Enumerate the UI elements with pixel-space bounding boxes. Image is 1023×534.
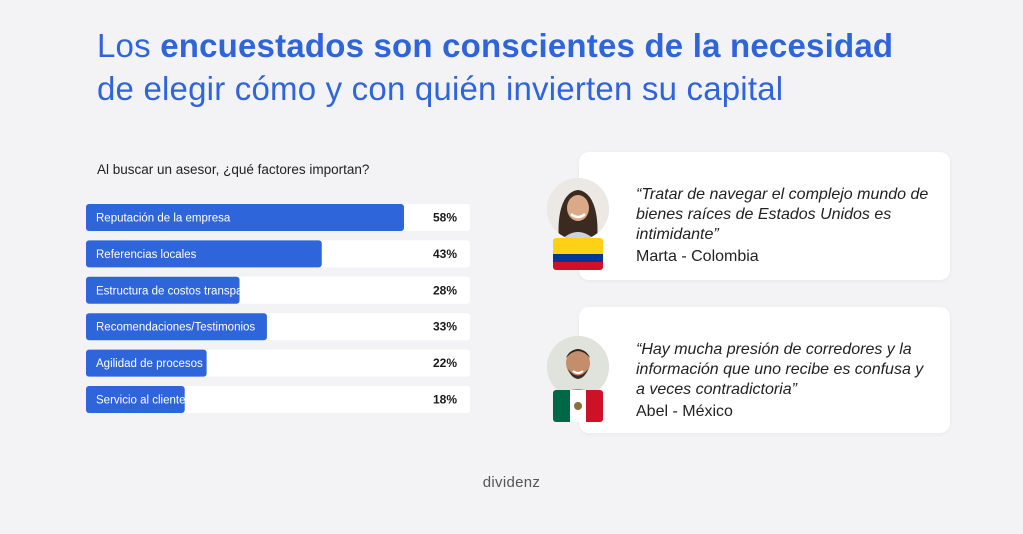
title-line-1-light: Los <box>97 27 161 64</box>
bar-value-label: 58% <box>433 211 457 225</box>
mexico-flag-icon <box>553 390 603 422</box>
quote-author: Abel - México <box>636 403 733 420</box>
bar-category-label: Agilidad de procesos <box>96 358 203 370</box>
factors-bar-chart: Reputación de la empresa 58% Referencias l… <box>86 204 470 414</box>
bar-category-label: Servicio al cliente <box>96 395 185 407</box>
colombia-flag-icon <box>553 238 603 270</box>
bar-category-label: Reputación de la empresa <box>96 213 231 225</box>
brand-logo: dividenz <box>482 474 541 491</box>
chart-question: Al buscar un asesor, ¿qué factores impor… <box>97 162 370 177</box>
bar-value-label: 43% <box>433 247 457 261</box>
bar-category-label: Referencias locales <box>96 249 197 261</box>
woman-portrait-icon <box>547 178 609 240</box>
quote-text: “Hay mucha presión de corredores y la in… <box>636 341 924 398</box>
bar-value-label: 18% <box>433 393 457 407</box>
bar-category-label: Estructura de costos transparentes <box>96 285 275 297</box>
quote-card-abel: “Hay mucha presión de corredores y la in… <box>579 307 950 433</box>
title-line-1-bold: encuestados son conscientes de la necesi… <box>160 27 894 64</box>
title-line-2: de elegir cómo y con quién invierten su … <box>97 70 784 107</box>
quote-card-marta: “Tratar de navegar el complejo mundo de … <box>579 152 950 280</box>
bar-value-label: 28% <box>433 283 457 297</box>
bar <box>86 276 240 304</box>
page-title: Los encuestados son conscientes de la ne… <box>97 24 893 110</box>
title-line-1: Los encuestados son conscientes de la ne… <box>97 24 893 67</box>
bar-value-label: 22% <box>433 356 457 370</box>
bar <box>86 240 322 268</box>
quote-author: Marta - Colombia <box>636 248 759 265</box>
bar-value-label: 33% <box>433 320 457 334</box>
bar <box>86 313 267 341</box>
man-portrait-icon <box>547 336 609 398</box>
bar <box>86 349 207 377</box>
bar-category-label: Recomendaciones/Testimonios <box>96 322 255 334</box>
bar <box>86 386 185 413</box>
quote-text: “Tratar de navegar el complejo mundo de … <box>636 186 929 243</box>
factors-bar-chart-svg: Reputación de la empresa 58% Referencias l… <box>86 204 470 413</box>
bar <box>86 204 404 231</box>
